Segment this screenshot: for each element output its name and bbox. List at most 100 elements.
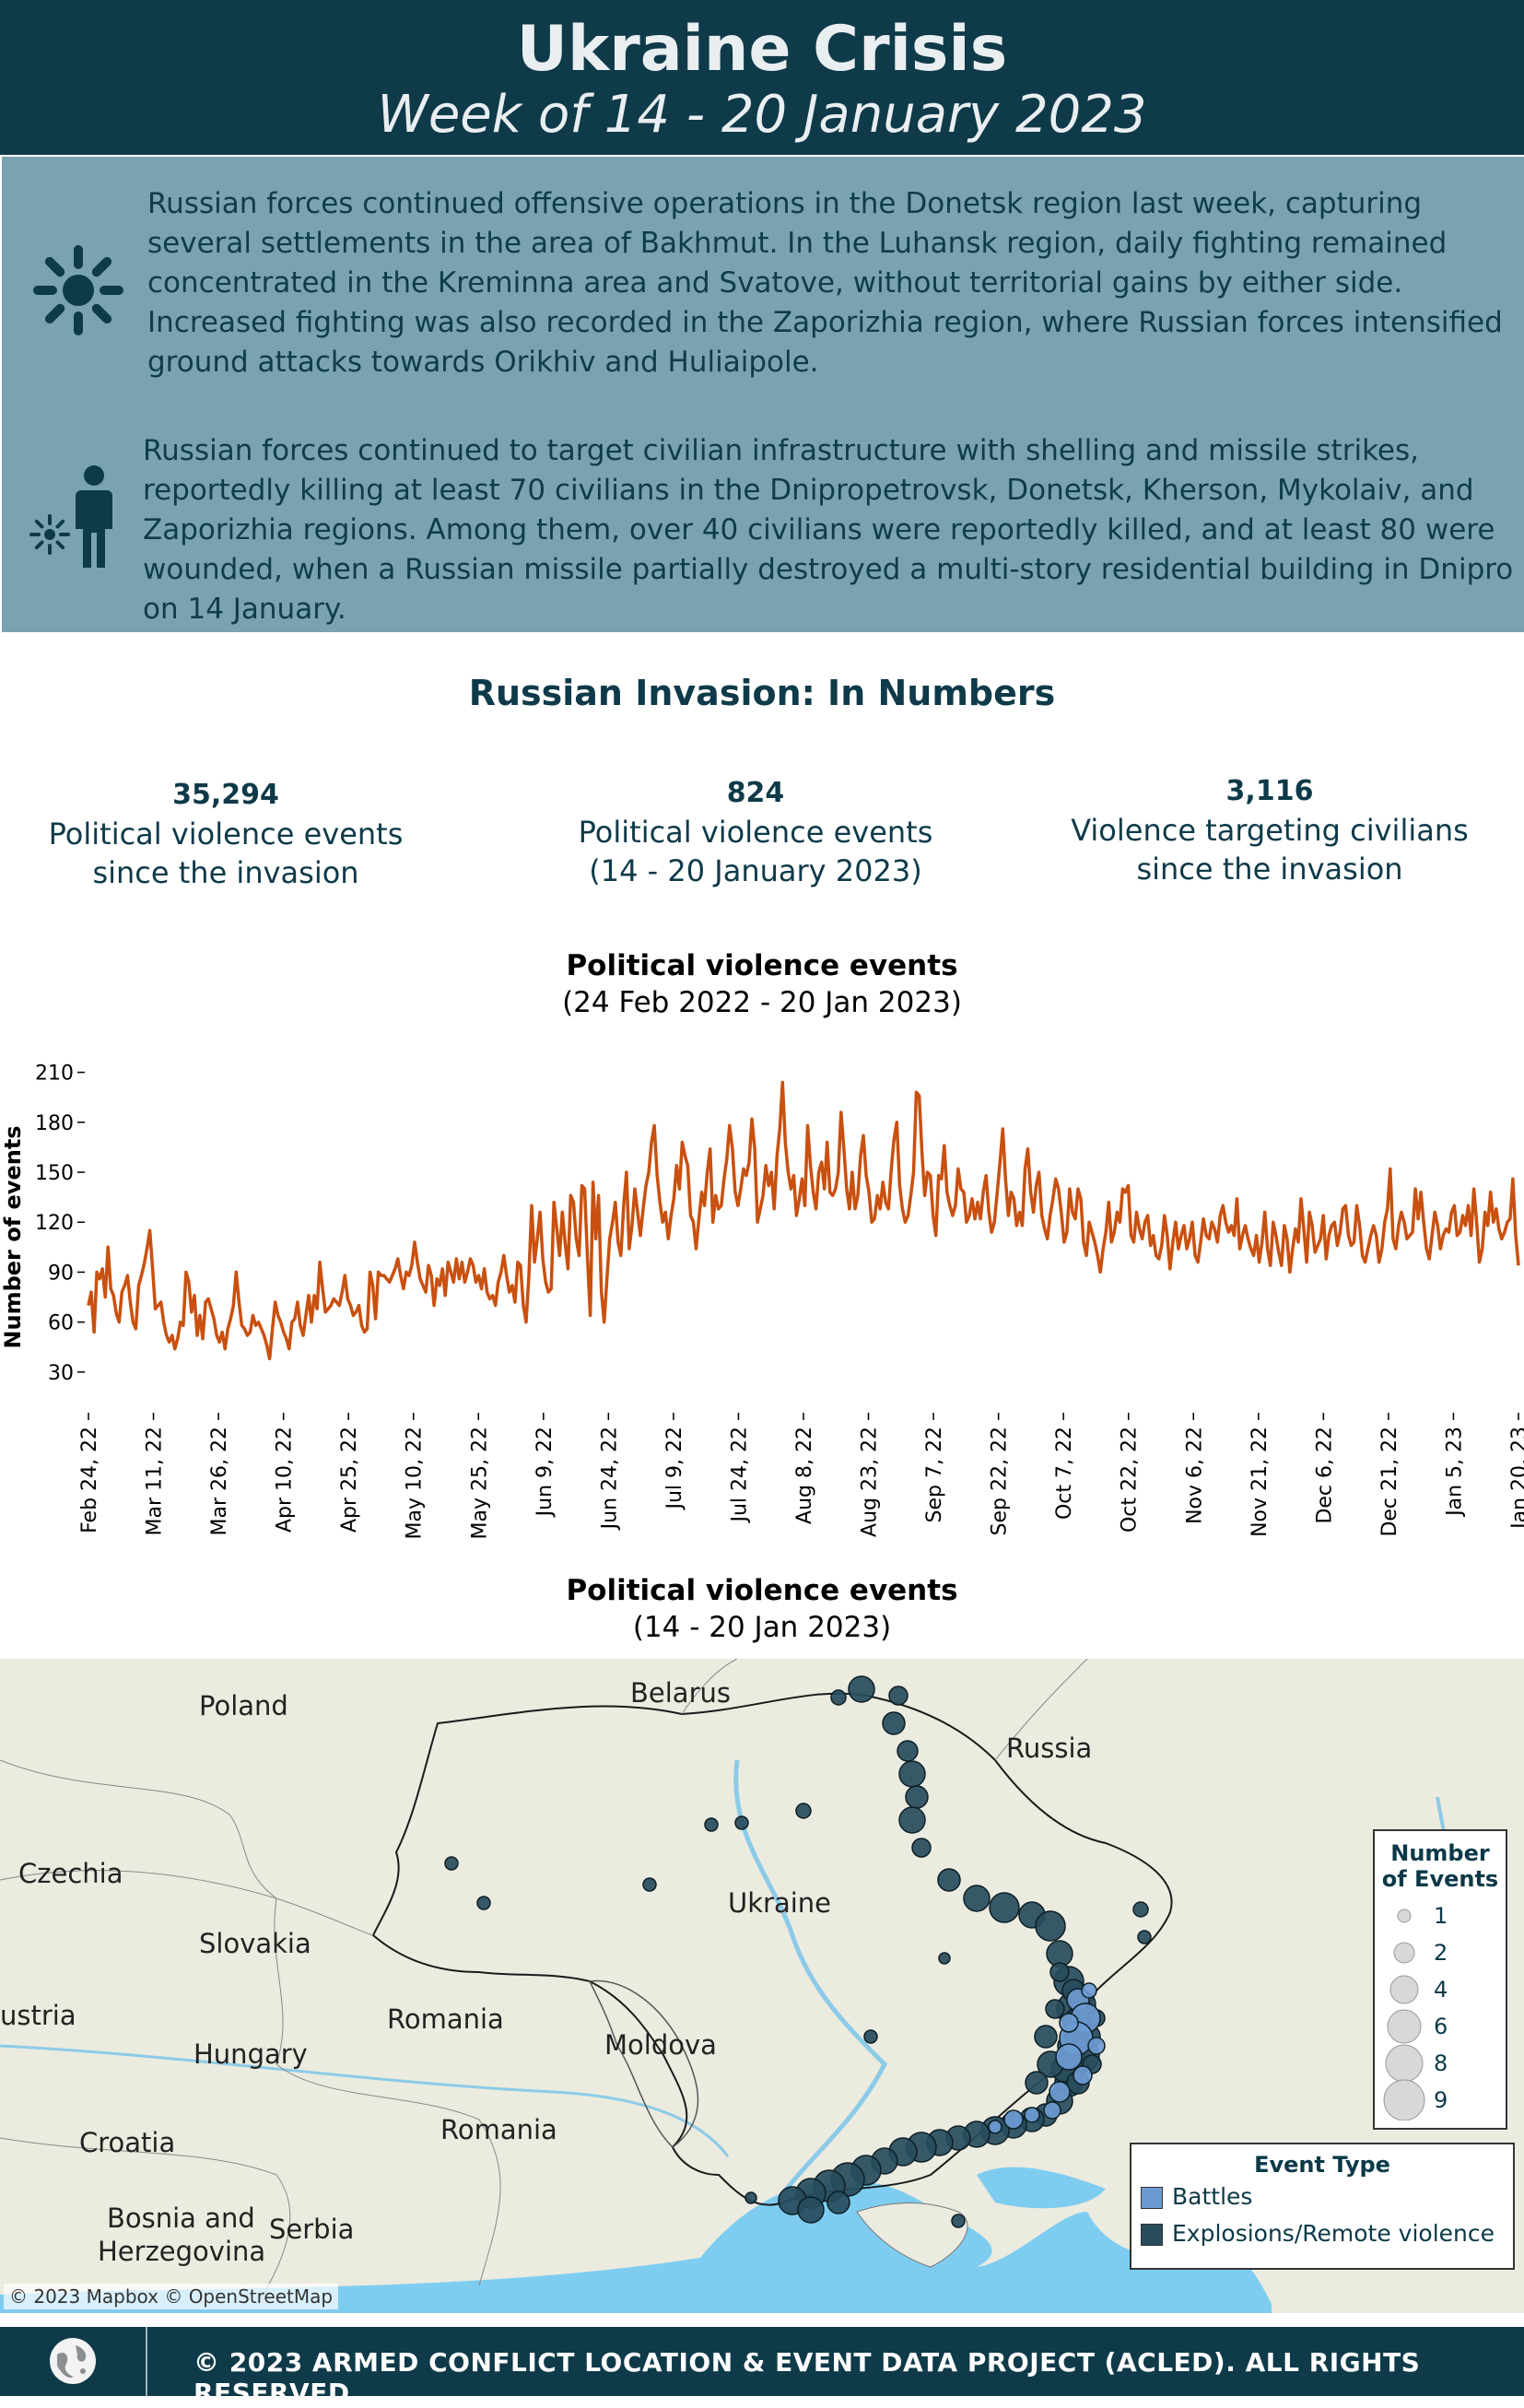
- stat-label-line: since the invasion: [1136, 852, 1403, 887]
- map-attribution[interactable]: © 2023 Mapbox © OpenStreetMap: [4, 2284, 339, 2309]
- page-title: Ukraine Crisis: [516, 13, 1008, 86]
- sea-of-azov: [977, 2167, 1106, 2209]
- stat-label-line: Political violence events: [48, 816, 404, 852]
- map-title-block: Political violence events (14 - 20 Jan 2…: [0, 1574, 1524, 1644]
- explosion-marker: [937, 1868, 961, 1892]
- stat-total-events: 35,294 Political violence events since t…: [5, 779, 447, 892]
- x-tick-label: Feb 24, 22: [78, 1427, 101, 1533]
- size-legend-markers: [1383, 1909, 1425, 2120]
- map-label: Belarus: [630, 1677, 731, 1709]
- x-tick-label: Apr 10, 22: [274, 1427, 297, 1533]
- crimea: [856, 2202, 968, 2268]
- x-tick-label: Aug 8, 22: [793, 1427, 816, 1524]
- line-chart: Number of events 30 60 90 120 150 180 210 Feb 24…: [0, 1063, 1524, 1540]
- stat-value: 824: [726, 777, 785, 809]
- x-tick-label: Aug 23, 22: [859, 1427, 882, 1537]
- line-chart-axes: Number of events 30 60 90 120 150 180 210 Feb 24…: [0, 1063, 1524, 1540]
- map-label: Poland: [199, 1690, 288, 1721]
- x-tick-label: Jun 24, 22: [598, 1427, 621, 1531]
- map-label: Czechia: [18, 1858, 123, 1889]
- x-tick-label: Jul 24, 22: [728, 1427, 751, 1524]
- explosion-marker: [830, 1689, 847, 1706]
- series-line: [87, 1080, 1520, 1361]
- map-label: Ukraine: [728, 1887, 831, 1919]
- explosion-marker: [797, 2196, 825, 2224]
- y-tick-label: 150: [35, 1162, 74, 1185]
- line-chart-subtitle: (24 Feb 2022 - 20 Jan 2023): [562, 986, 962, 1019]
- explosion-marker: [938, 1952, 951, 1965]
- explosion-marker: [1045, 1999, 1065, 2019]
- y-axis-label: Number of events: [0, 1125, 26, 1348]
- ukraine-border: [371, 1692, 1173, 2206]
- explosion-marker: [951, 2214, 966, 2228]
- river-dnipro: [733, 1759, 888, 2195]
- explosion-marker: [1049, 1962, 1070, 1982]
- explosion-marker: [863, 2029, 878, 2044]
- x-tick-label: Mar 26, 22: [208, 1427, 231, 1535]
- battle-marker: [1024, 2107, 1040, 2123]
- globe-icon: [50, 2338, 96, 2384]
- battle-marker: [1059, 2013, 1079, 2033]
- size-legend-title-line: Number: [1390, 1840, 1490, 1866]
- explosion-marker: [963, 1885, 991, 1912]
- map-label: Serbia: [269, 2214, 355, 2245]
- explosion-icon: [33, 245, 123, 335]
- battle-marker: [1055, 2043, 1083, 2071]
- x-tick-label: Jan 5, 23: [1443, 1427, 1466, 1518]
- stat-label: Political violence events since the inva…: [5, 815, 447, 892]
- explosion-marker: [898, 1806, 926, 1834]
- size-legend-label: 9: [1434, 2087, 1448, 2113]
- battle-marker: [1073, 2065, 1093, 2085]
- size-legend-title: Number of Events: [1375, 1840, 1506, 1892]
- x-tick-label: Jan 20, 23: [1508, 1427, 1524, 1531]
- x-tick-label: Nov 6, 22: [1183, 1427, 1206, 1524]
- size-legend-label: 1: [1434, 1903, 1448, 1929]
- explosion-marker: [642, 1877, 657, 1892]
- summary-panel: Russian forces continued offensive opera…: [2, 157, 1524, 632]
- explosion-marker: [888, 1686, 909, 1706]
- size-legend-title-line: of Events: [1381, 1866, 1499, 1892]
- x-tick-label: Dec 21, 22: [1378, 1427, 1401, 1537]
- explosion-marker: [826, 2191, 850, 2214]
- event-type-legend-title: Event Type: [1254, 2152, 1390, 2178]
- x-tick-label: May 25, 22: [468, 1427, 491, 1539]
- y-tick-label: 180: [35, 1112, 74, 1135]
- map-event-markers: [444, 1675, 1152, 2228]
- explosion-marker: [882, 1711, 906, 1735]
- explosion-marker: [1034, 2025, 1058, 2049]
- size-legend-label: 6: [1434, 2014, 1448, 2039]
- stat-label-line: (14 - 20 January 2023): [589, 853, 922, 888]
- map-subtitle: (14 - 20 Jan 2023): [632, 1611, 892, 1644]
- x-tick-label: Dec 6, 22: [1313, 1427, 1336, 1524]
- event-map[interactable]: Belarus Poland Russia Czechia Ukraine Sl…: [0, 1659, 1524, 2313]
- explosion-marker: [734, 1815, 749, 1830]
- summary-paragraph-2: Russian forces continued to target civil…: [143, 434, 1514, 626]
- event-type-legend: Event Type Battles Explosions/Remote vio…: [1130, 2143, 1515, 2270]
- y-tick-label: 210: [35, 1063, 74, 1086]
- battle-marker: [988, 2120, 1002, 2134]
- black-sea: [0, 2181, 1272, 2313]
- stat-label-line: since the invasion: [92, 855, 359, 890]
- x-tick-label: Jul 9, 22: [663, 1427, 686, 1511]
- map-label: Moldova: [604, 2029, 717, 2061]
- civilian-explosion-icon: [29, 465, 112, 568]
- x-tick-label: Oct 7, 22: [1053, 1427, 1076, 1520]
- explosion-marker: [444, 1856, 459, 1871]
- x-tick-label: Oct 22, 22: [1119, 1427, 1142, 1533]
- map-label: Bosnia and: [107, 2202, 255, 2234]
- legend-swatch-battles: [1141, 2187, 1163, 2209]
- battle-marker: [1087, 2037, 1106, 2055]
- map-label: ustria: [0, 2000, 76, 2031]
- y-tick-label: 60: [48, 1312, 74, 1335]
- footer-copyright: © 2023 ARMED CONFLICT LOCATION & EVENT D…: [193, 2347, 1421, 2408]
- page-header: Ukraine Crisis Week of 14 - 20 January 2…: [0, 0, 1524, 155]
- y-tick-label: 120: [35, 1212, 74, 1235]
- explosion-marker: [1025, 2071, 1049, 2095]
- line-chart-series: [87, 1080, 1520, 1361]
- stat-value: 35,294: [172, 779, 279, 811]
- map-label: Slovakia: [199, 1928, 311, 1959]
- battle-marker: [1043, 2101, 1061, 2120]
- explosion-marker: [989, 1892, 1020, 1923]
- explosion-marker: [704, 1817, 719, 1832]
- legend-swatch-explosions: [1141, 2224, 1163, 2246]
